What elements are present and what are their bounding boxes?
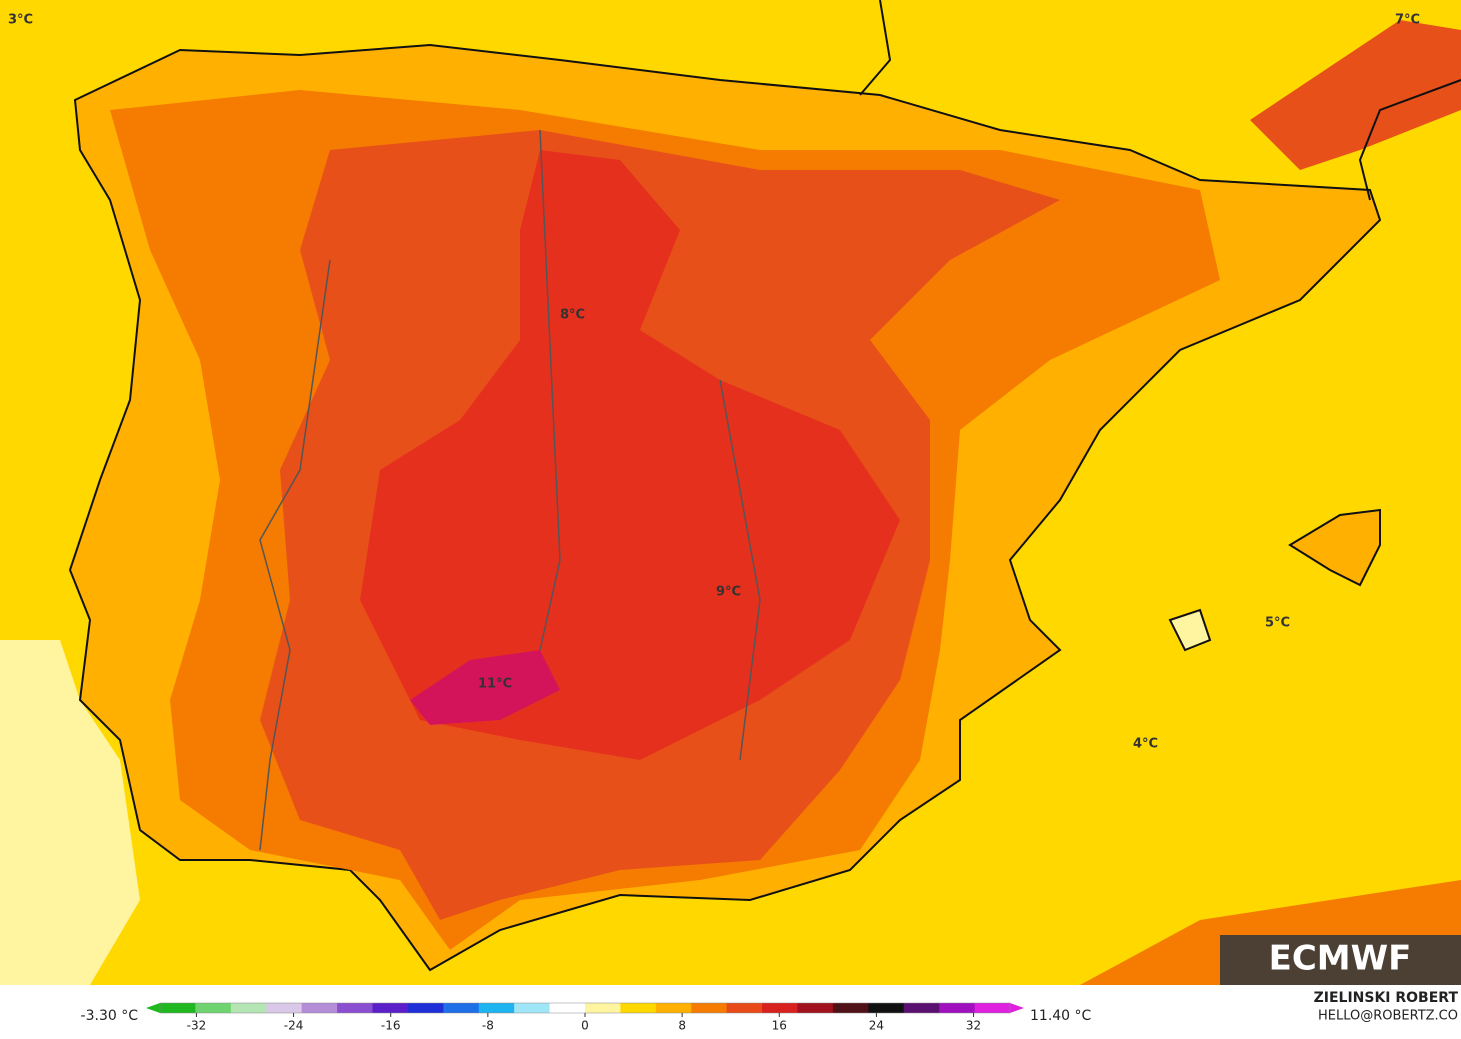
credit-email: HELLO@ROBERTZ.CO (1318, 1009, 1458, 1024)
colorbar-step (407, 1003, 444, 1013)
ibiza (1168, 608, 1212, 652)
logo: ECMWF (1269, 939, 1412, 979)
colorbar-step (939, 1003, 976, 1013)
warm-area (1250, 20, 1461, 170)
colorbar-step (549, 1003, 586, 1013)
colorbar-tick-label: -32 (187, 1019, 207, 1033)
colorbar-step (337, 1003, 373, 1013)
colorbar-tick-label: -8 (482, 1019, 494, 1033)
colorbar-step (514, 1003, 551, 1013)
colorbar-end (146, 1003, 160, 1013)
colorbar-step (691, 1003, 728, 1013)
legend-min: -3.30 °C (81, 1008, 139, 1024)
legend-max: 11.40 °C (1030, 1008, 1092, 1024)
borders (259, 129, 761, 851)
colorbar-tick-label: 16 (772, 1019, 787, 1033)
colorbar-step (372, 1003, 409, 1013)
hotter-zone (360, 150, 900, 760)
hottest-spot (410, 650, 560, 725)
temp-label: 5°C (1265, 616, 1290, 631)
colorbar-tick-label: 0 (581, 1019, 589, 1033)
colorbar-step (903, 1003, 940, 1013)
colorbar-step (585, 1003, 621, 1013)
temp-label: 9°C (716, 585, 741, 600)
temp-label: 7°C (1395, 13, 1420, 28)
coastline (859, 0, 1461, 201)
logo-box (1220, 935, 1461, 985)
credit-name: ZIELINSKI ROBERT (1314, 990, 1459, 1006)
colorbar-step (443, 1003, 480, 1013)
colorbar-step (301, 1003, 338, 1013)
colorbar-step (230, 1003, 267, 1013)
colorbar-step (655, 1003, 692, 1013)
colorbar-tick-label: 24 (869, 1019, 884, 1033)
colorbar-step (266, 1003, 303, 1013)
temp-label: 4°C (1133, 737, 1158, 752)
colorbar-tick-label: -24 (284, 1019, 304, 1033)
colorbar-tick-label: 32 (966, 1019, 981, 1033)
colorbar-step (974, 1003, 1011, 1013)
colorbar-step (160, 1003, 196, 1013)
colorbar-step (797, 1003, 834, 1013)
mallorca (1288, 508, 1381, 587)
colorbar-tick-label: -16 (381, 1019, 401, 1033)
colorbar-step (762, 1003, 798, 1013)
colorbar-step (832, 1003, 869, 1013)
colorbar-step (195, 1003, 232, 1013)
temp-label: 8°C (560, 308, 585, 323)
temp-label: 11°C (478, 677, 512, 692)
colorbar-step (620, 1003, 657, 1013)
cool-area (0, 640, 140, 985)
colorbar-tick-label: 8 (678, 1019, 686, 1033)
colorbar-step (868, 1003, 905, 1013)
colorbar-step (478, 1003, 515, 1013)
colorbar-step (726, 1003, 763, 1013)
temp-label: 3°C (8, 13, 33, 28)
colorbar-end (1010, 1003, 1024, 1013)
